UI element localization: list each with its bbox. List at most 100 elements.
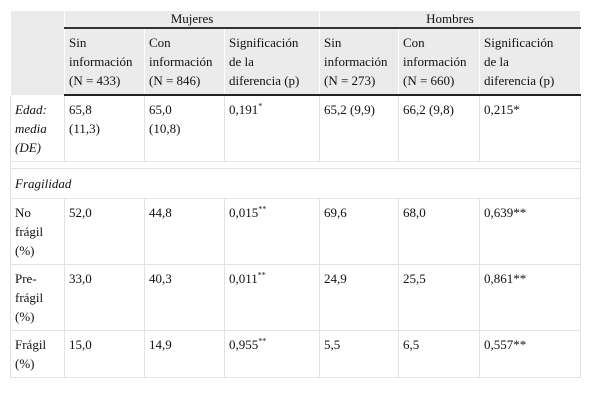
text-line: 44,8 — [149, 204, 172, 220]
text-line: 65,0 — [149, 102, 172, 117]
cell: 40,3 — [144, 263, 225, 331]
cell: 0,955** — [224, 329, 320, 378]
cell: 68,0 — [398, 197, 480, 265]
cell: 5,5 — [319, 329, 399, 378]
data-row: Edad: media (DE) 65,8 (11,3) 65,0 (10,8) 0,191*… — [10, 94, 581, 162]
cell: 66,2 (9,8) — [398, 94, 480, 162]
cell: 0,639** — [479, 197, 581, 265]
cell: 15,0 — [64, 329, 145, 378]
spacer-row — [10, 160, 581, 169]
text-line: (N = 273) — [324, 73, 376, 88]
text-line: información — [403, 54, 467, 69]
text-line: frágil — [15, 223, 44, 239]
cell: 0,011** — [224, 263, 320, 331]
text-line: Significación — [484, 35, 554, 50]
text-line: 52,0 — [69, 204, 92, 220]
text-line: (%) — [15, 242, 35, 258]
text-line: de la — [484, 54, 509, 69]
row-label: Edad: media (DE) — [10, 94, 65, 162]
column-header: Significación de la diferencia (p) — [479, 27, 581, 96]
data-row: Pre-frágil (%) 33,0 40,3 0,011** 24,9 25,5 0,86… — [10, 263, 581, 331]
text-line: 0,639** — [484, 204, 527, 220]
section-row: Fragilidad — [10, 167, 581, 199]
group-header: Mujeres — [64, 10, 320, 29]
text-line: 25,5 — [403, 270, 426, 286]
text-line: (10,8) — [149, 121, 181, 136]
text-line: 68,0 — [403, 204, 426, 220]
text-line: (N = 433) — [69, 73, 121, 88]
cell: 65,8 (11,3) — [64, 94, 145, 162]
text-line: información — [149, 54, 213, 69]
table-body: Edad: media (DE) 65,8 (11,3) 65,0 (10,8) 0,191*… — [10, 94, 581, 378]
data-row: No frágil (%) 52,0 44,8 0,015** 69,6 68,0 0,639*… — [10, 197, 581, 265]
cell: 65,2 (9,9) — [319, 94, 399, 162]
text-line: frágil — [15, 289, 44, 305]
column-row: Sin información (N = 433) Con información (N … — [11, 27, 581, 96]
cell: 0,861** — [479, 263, 581, 331]
group-header: Hombres — [319, 10, 581, 29]
text-line: Significación — [229, 35, 299, 50]
text-line: Con — [403, 35, 425, 50]
text-line: (11,3) — [69, 121, 100, 136]
cell: 25,5 — [398, 263, 480, 331]
text-line: 24,9 — [324, 270, 347, 286]
cell: 0,557** — [479, 329, 581, 378]
text-line: Con — [149, 35, 171, 50]
cell: 0,015** — [224, 197, 320, 265]
text-line: Edad: — [15, 101, 47, 117]
text-line: 65,8 — [69, 102, 92, 117]
cell: 14,9 — [144, 329, 225, 378]
text-line: 0,015 — [229, 204, 259, 220]
cell: 0,215* — [479, 94, 581, 162]
data-row: Frágil (%) 15,0 14,9 0,955** 5,5 6,5 0,557** — [10, 329, 581, 378]
column-header: Sin información (N = 273) — [319, 27, 399, 96]
text-line: 0,557** — [484, 336, 527, 352]
text-line: Frágil — [15, 336, 47, 352]
text-line: 65,2 (9,9) — [324, 102, 375, 117]
text-line: Sin — [324, 35, 342, 50]
text-line: información — [69, 54, 133, 69]
cell: 0,191* — [224, 94, 320, 162]
text-line: Pre- — [15, 270, 37, 286]
text-line: 6,5 — [403, 336, 420, 352]
text-line: 14,9 — [149, 336, 172, 352]
text-line: información — [324, 54, 388, 69]
text-line: diferencia (p) — [229, 73, 300, 88]
cell: 33,0 — [64, 263, 145, 331]
cell: 65,0 (10,8) — [144, 94, 225, 162]
cell: 69,6 — [319, 197, 399, 265]
text-line: (N = 660) — [403, 73, 455, 88]
text-line: 66,2 (9,8) — [403, 102, 454, 117]
superscript: * — [258, 101, 263, 111]
column-header: Sin información (N = 433) — [64, 27, 145, 96]
spacer — [10, 160, 581, 169]
text-line: (N = 846) — [149, 73, 201, 88]
corner — [10, 10, 65, 96]
text-line: diferencia (p) — [484, 73, 555, 88]
text-line: 0,191 — [229, 102, 259, 117]
cell: 6,5 — [398, 329, 480, 378]
column-header: Significación de la diferencia (p) — [224, 27, 320, 96]
column-header: Con información (N = 846) — [144, 27, 225, 96]
text-line: 0,861** — [484, 270, 527, 286]
text-line: 0,011 — [229, 270, 258, 286]
text-line: 69,6 — [324, 204, 347, 220]
superscript: ** — [258, 204, 267, 214]
row-label: Frágil (%) — [10, 329, 65, 378]
text-line: media — [15, 120, 47, 136]
group-row: Mujeres Hombres — [10, 10, 581, 96]
cell: 24,9 — [319, 263, 399, 331]
superscript: ** — [258, 336, 267, 346]
text-line: (DE) — [15, 139, 41, 155]
table-head: Mujeres Hombres Sin información (N = 433) C… — [10, 10, 581, 96]
superscript: ** — [257, 270, 266, 280]
row-label: Pre-frágil (%) — [10, 263, 65, 331]
text-line: 15,0 — [69, 336, 92, 352]
text-line: 40,3 — [149, 270, 172, 286]
text-line: 0,215* — [484, 102, 520, 117]
text-line: (%) — [15, 308, 35, 324]
column-header: Con información (N = 660) — [398, 27, 480, 96]
row-label: No frágil (%) — [10, 197, 65, 265]
text-line: de la — [229, 54, 254, 69]
